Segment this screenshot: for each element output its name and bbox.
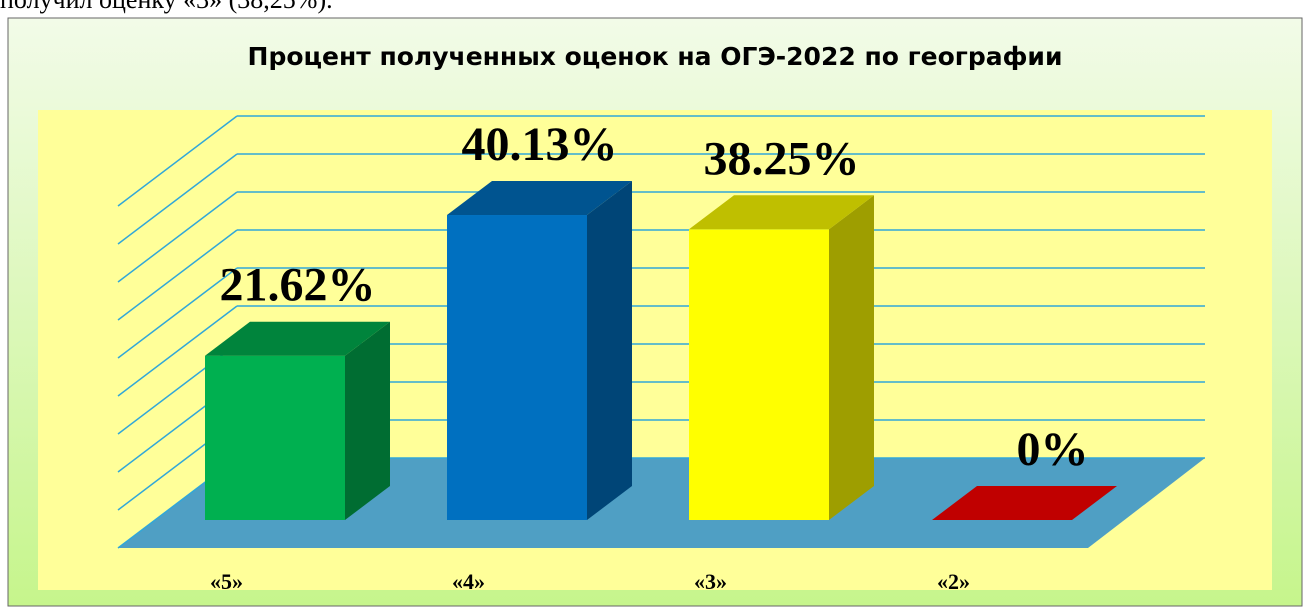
bar-front bbox=[689, 229, 829, 521]
x-tick-label: «4» bbox=[452, 569, 485, 594]
bar-front bbox=[447, 215, 587, 520]
grid-line bbox=[117, 115, 238, 207]
data-label: 21.62% bbox=[220, 259, 376, 312]
data-label: 40.13% bbox=[462, 118, 618, 171]
x-tick-label: «3» bbox=[694, 569, 727, 594]
caption: получил оценку «3» (38,25%). bbox=[0, 0, 333, 14]
bar-side bbox=[587, 181, 632, 520]
data-label: 0% bbox=[1017, 423, 1089, 476]
bar-top bbox=[689, 195, 874, 230]
x-tick-label: «2» bbox=[937, 569, 970, 594]
grid-line bbox=[117, 229, 238, 321]
bar-side bbox=[829, 195, 874, 521]
bar-front bbox=[205, 355, 345, 520]
bar-side bbox=[345, 321, 390, 520]
grid-line bbox=[117, 267, 238, 359]
grid-line bbox=[117, 305, 238, 397]
data-label: 38.25% bbox=[704, 132, 860, 185]
plot: «5» 21.62% «4» 40.13% «3» 38.25% «2» 0% bbox=[117, 115, 1205, 594]
x-tick-label: «5» bbox=[210, 569, 243, 594]
bar-top bbox=[447, 181, 632, 216]
grid-line bbox=[117, 191, 238, 283]
grid-line bbox=[117, 153, 238, 245]
bar-top bbox=[205, 321, 390, 356]
bar-top bbox=[932, 486, 1117, 520]
chart-title: Процент полученных оценок на ОГЭ-2022 по… bbox=[248, 42, 1063, 71]
